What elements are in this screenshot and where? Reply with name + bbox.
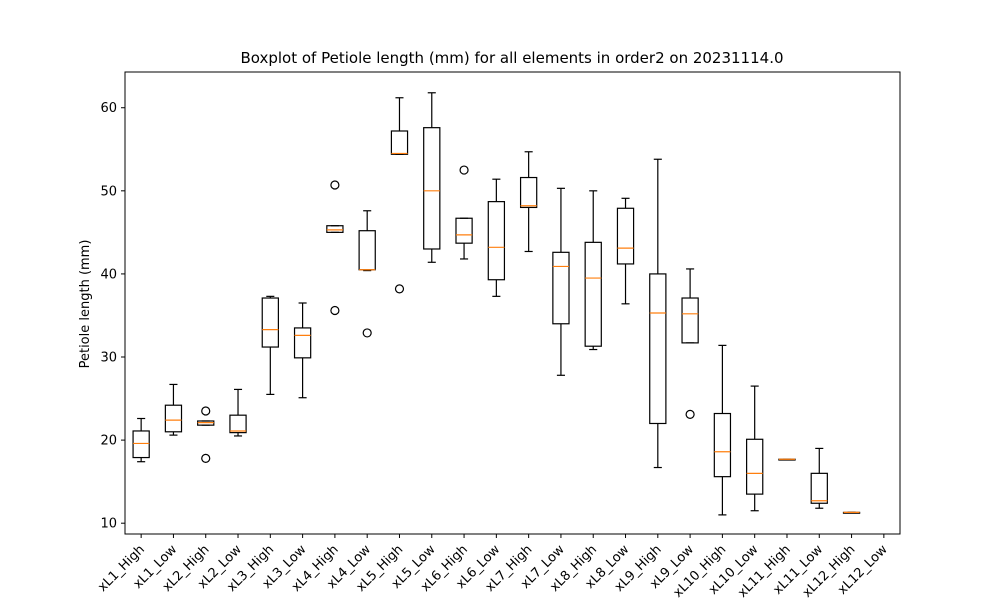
box (681, 297, 699, 344)
flier-point (362, 328, 372, 338)
box (713, 412, 732, 478)
flier-point (459, 165, 469, 175)
box (390, 130, 409, 155)
y-tick-label: 20 (100, 434, 117, 449)
box (261, 297, 279, 348)
y-tick-label: 50 (100, 184, 117, 199)
y-tick-label: 40 (100, 267, 117, 282)
y-tick-label: 30 (100, 351, 117, 366)
box (616, 207, 635, 265)
box (552, 251, 570, 325)
box (810, 472, 828, 504)
box (326, 225, 344, 233)
flier-point (685, 409, 695, 419)
chart-title: Boxplot of Petiole length (mm) for all e… (240, 49, 783, 67)
box (649, 273, 667, 425)
flier-point (330, 180, 340, 190)
axes-frame (124, 71, 901, 535)
y-tick-label: 60 (100, 101, 117, 116)
box (132, 430, 150, 459)
box (455, 217, 473, 244)
y-tick-label: 10 (100, 517, 117, 532)
flier-point (330, 305, 340, 316)
box (746, 438, 764, 495)
box (519, 176, 538, 209)
flier-point (201, 406, 211, 416)
box (293, 327, 312, 359)
box (487, 201, 506, 281)
y-axis-label: Petiole length (mm) (78, 240, 93, 369)
flier-point (201, 453, 211, 463)
box (164, 404, 183, 433)
box (423, 127, 441, 250)
flier-point (394, 284, 405, 294)
plot-area: 102030405060xL1_HighxL1_LowxL2_HighxL2_L… (95, 92, 891, 600)
box (358, 230, 376, 271)
box (584, 241, 602, 347)
box (229, 414, 247, 434)
